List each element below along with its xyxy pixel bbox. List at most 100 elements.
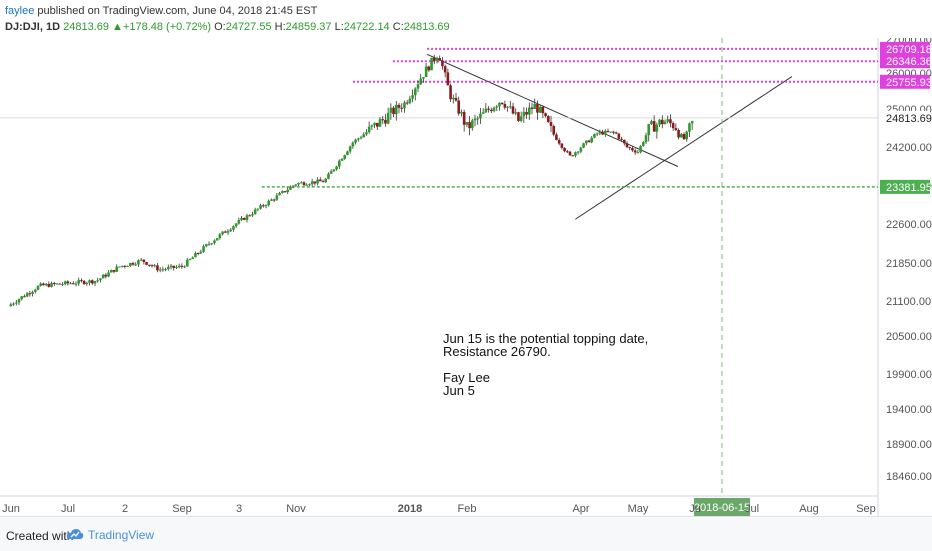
candle-up [191,257,195,259]
candle-down [313,181,317,184]
candle-down [487,108,490,110]
candle-down [82,280,86,285]
candle-up [644,135,648,143]
candle-down [617,133,621,139]
candle-down [449,85,452,100]
candle-down [147,264,151,266]
candle-up [218,234,222,239]
close-label: C: [392,21,404,33]
candle-up [650,121,653,125]
x-tick-label: Ju [689,503,701,515]
author-link[interactable]: faylee [5,5,35,17]
candle-up [20,296,24,300]
candle-down [457,100,461,114]
candle-up [12,303,15,305]
price-label: 25755.93 [886,77,932,89]
candle-up [481,112,485,114]
candle-up [422,77,425,79]
created-with-text: Created with [6,529,74,543]
candle-up [408,98,412,103]
candle-down [58,283,62,285]
x-tick-label: Feb [458,503,477,515]
y-tick-label: 20500.00 [886,331,932,343]
y-tick-label: 22600.00 [886,219,932,231]
annotation-line: Jun 5 [443,383,475,398]
candle-down [112,270,116,272]
candle-up [294,184,298,186]
close-value: 24813.69 [403,21,450,33]
candle-down [614,132,618,134]
candle-down [52,282,56,285]
candle-down [530,107,534,109]
candle-up [590,137,594,143]
date-marker: 2018-06-15 [694,38,750,516]
candle-up [61,284,64,286]
annotation: Jun 15 is the potential topping date,Res… [443,331,648,398]
candle-up [93,281,97,284]
x-tick-label: Sep [856,503,876,515]
candle-up [465,122,469,125]
candle-down [633,150,637,153]
candle-up [690,121,694,124]
candle-down [671,123,675,129]
candle-up [128,263,132,266]
candle-up [362,134,366,138]
open-label: O: [214,21,226,33]
candle-up [593,134,596,138]
y-tick-label: 21100.00 [886,296,931,308]
candle-up [416,84,420,89]
candle-up [213,240,216,244]
candle-down [28,293,32,295]
candle-up [139,259,143,261]
price-label: 26709.18 [886,44,932,56]
candle-down [622,139,626,144]
footer: Created with TradingView [0,516,932,551]
price-label-box [880,54,930,69]
chart-canvas[interactable]: 2018-06-15 27000.0026000.0025000.0024200… [0,34,932,516]
high-label: H: [274,21,286,33]
candle-up [44,283,48,286]
candle-down [555,134,558,140]
candle-up [639,145,642,153]
candle-up [88,280,91,283]
candle-up [460,111,463,114]
tradingview-cloud-icon [66,529,84,539]
candle-up [346,151,349,156]
candle-down [432,57,436,61]
candle-down [248,215,252,217]
y-tick-label: 24200.00 [886,142,932,154]
candle-down [80,280,83,282]
tradingview-brand[interactable]: TradingView [88,528,155,542]
candle-down [552,125,556,135]
candle-up [202,246,205,252]
candle-up [365,132,368,135]
candle-up [335,166,338,170]
candle-up [264,205,268,207]
x-tick-label: Aug [799,503,819,515]
x-tick-label: Sep [172,503,192,515]
candle-up [451,97,455,100]
candle-down [90,280,94,284]
candle-down [196,252,200,254]
candle-down [180,265,184,267]
candle-up [327,173,330,179]
candle-up [356,138,360,140]
candle-up [636,152,640,154]
ohlc-line: DJ:DJI, 1D 24813.69 ▲+178.48 (+0.72%) O:… [5,21,450,33]
candle-up [655,124,659,132]
candle-down [462,111,466,125]
candle-up [50,282,53,287]
change-value: +178.48 (+0.72%) [122,21,212,33]
candle-up [495,106,499,108]
candle-down [606,130,610,132]
price-chart[interactable]: 2018-06-15 27000.0026000.0025000.0024200… [0,34,932,516]
candle-down [503,104,507,108]
candle-up [522,111,526,117]
candle-up [354,139,357,143]
candle-down [392,107,395,115]
annotation-line: Fay Lee [443,370,490,385]
candle-down [375,122,379,127]
candle-up [492,107,496,112]
candle-up [663,121,667,125]
candle-down [261,205,265,207]
